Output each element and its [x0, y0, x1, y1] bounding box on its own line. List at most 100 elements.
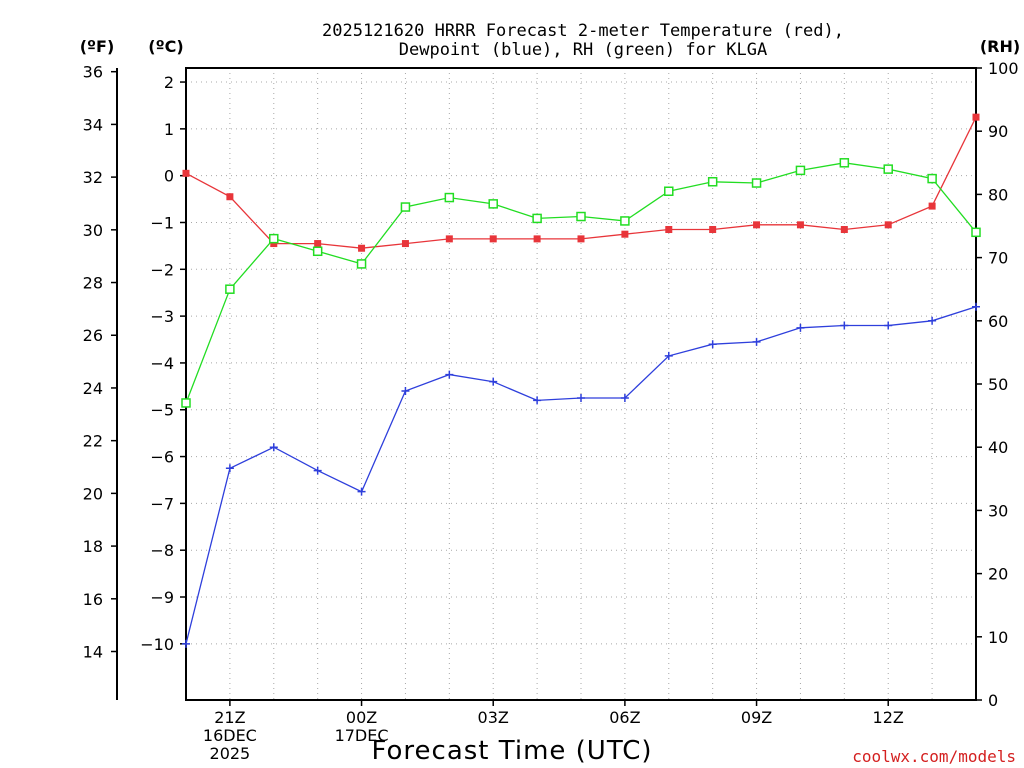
data-series — [181, 113, 981, 648]
dewpoint-point — [577, 394, 585, 403]
dewpoint-point — [796, 323, 805, 332]
celsius-tick-label: −9 — [150, 588, 174, 607]
celsius-tick-label: −6 — [150, 448, 174, 467]
fahrenheit-tick-label: 14 — [83, 643, 103, 662]
x-tick-label: 06Z — [609, 708, 640, 727]
fahrenheit-tick-label: 36 — [83, 63, 103, 82]
dewpoint-point — [182, 639, 190, 648]
dewpoint-point — [664, 351, 673, 360]
dewpoint-point — [533, 396, 542, 405]
temperature-point — [533, 235, 541, 243]
rh-point — [312, 246, 323, 257]
rh-tick-label: 20 — [988, 565, 1008, 584]
temperature-point — [621, 230, 629, 238]
rh-tick-label: 90 — [988, 122, 1008, 141]
celsius-tick-label: −2 — [150, 260, 174, 279]
temperature-point — [270, 240, 278, 248]
rh-tick-label: 80 — [988, 185, 1008, 204]
dewpoint-point — [401, 387, 410, 396]
rh-tick-label: 40 — [988, 438, 1008, 457]
x-tick-label: 21Z — [214, 708, 245, 727]
fahrenheit-tick-label: 32 — [83, 168, 103, 187]
rh-point — [269, 233, 279, 244]
fahrenheit-tick-label: 20 — [83, 484, 103, 503]
x-axis-label: Forecast Time (UTC) — [371, 736, 652, 766]
rh-point — [971, 227, 981, 238]
rh-point — [707, 177, 718, 187]
grid-lines — [186, 68, 976, 700]
celsius-tick-label: −7 — [150, 494, 174, 513]
dewpoint-point — [445, 370, 454, 379]
rh-point — [225, 284, 235, 294]
axes — [111, 67, 982, 706]
chart-title-line-1: 2025121620 HRRR Forecast 2-meter Tempera… — [322, 21, 844, 41]
celsius-tick-label: 0 — [164, 167, 174, 186]
dewpoint-point — [708, 340, 717, 349]
rh-point — [795, 165, 806, 176]
temperature-point — [401, 240, 409, 248]
rh-tick-label: 70 — [988, 249, 1008, 268]
celsius-tick-label: 1 — [164, 120, 174, 139]
rh-point — [576, 211, 586, 222]
rh-tick-label: 0 — [988, 691, 998, 710]
fahrenheit-tick-label: 22 — [83, 432, 103, 451]
temperature-point — [226, 193, 234, 201]
temperature-point — [972, 113, 980, 121]
temperature-point — [709, 226, 717, 234]
rh-point — [181, 398, 191, 408]
rh-point — [532, 213, 542, 224]
dewpoint-point — [313, 466, 322, 475]
rh-tick-label: 50 — [988, 375, 1008, 394]
celsius-tick-label: −5 — [150, 401, 174, 420]
dewpoint-point — [269, 443, 278, 452]
rh-point — [356, 259, 367, 269]
fahrenheit-tick-label: 26 — [83, 326, 103, 345]
temperature-point — [884, 221, 892, 229]
celsius-tick-label: −1 — [150, 213, 174, 232]
rh-tick-label: 60 — [988, 312, 1008, 331]
x-tick-label: 00Z — [346, 708, 377, 727]
celsius-tick-label: −4 — [150, 354, 174, 373]
celsius-tick-label: −10 — [140, 635, 174, 654]
temperature-point — [445, 235, 453, 243]
x-tick-label: 12Z — [873, 708, 904, 727]
rh-tick-label: 100 — [988, 59, 1019, 78]
temperature-point — [182, 169, 190, 177]
dewpoint-point — [884, 321, 893, 330]
temperature-point — [489, 235, 497, 243]
temperature-point — [314, 240, 322, 248]
dewpoint-point — [489, 377, 498, 386]
temperature-point — [577, 235, 585, 243]
credit-text: coolwx.com/models — [852, 747, 1016, 766]
temperature-point — [840, 226, 848, 234]
dewpoint-point — [225, 464, 234, 473]
rh-tick-label: 30 — [988, 501, 1008, 520]
x-tick-label: 17DEC — [335, 726, 389, 745]
fahrenheit-tick-label: 28 — [83, 274, 103, 293]
fahrenheit-tick-label: 34 — [83, 115, 103, 134]
celsius-tick-label: −3 — [150, 307, 174, 326]
fahrenheit-axis-unit: (ºF) — [80, 37, 115, 56]
x-tick-label: 09Z — [741, 708, 772, 727]
fahrenheit-tick-label: 18 — [83, 537, 103, 556]
rh-point — [927, 173, 937, 184]
rh-axis-unit: (RH) — [980, 37, 1020, 56]
rh-point — [664, 186, 674, 196]
fahrenheit-tick-label: 24 — [83, 379, 103, 398]
fahrenheit-tick-label: 16 — [83, 590, 103, 609]
rh-point — [488, 199, 498, 209]
x-tick-label: 2025 — [210, 744, 251, 763]
rh-point — [444, 192, 455, 203]
fahrenheit-tick-label: 30 — [83, 221, 103, 240]
celsius-tick-label: 2 — [164, 73, 174, 92]
dewpoint-point — [840, 321, 849, 330]
rh-point — [839, 158, 850, 168]
x-tick-label: 16DEC — [203, 726, 257, 745]
tick-labels: 36 34 32 30 28 26 24 22 20 18 16 14 2 1 0 −1 −2 −3 −4 −5 −6 −… — [83, 59, 1019, 763]
dewpoint-point — [752, 337, 761, 346]
temperature-point — [753, 221, 761, 229]
dewpoint-point — [928, 316, 937, 325]
celsius-tick-label: −8 — [150, 541, 174, 560]
temperature-point — [358, 244, 366, 252]
